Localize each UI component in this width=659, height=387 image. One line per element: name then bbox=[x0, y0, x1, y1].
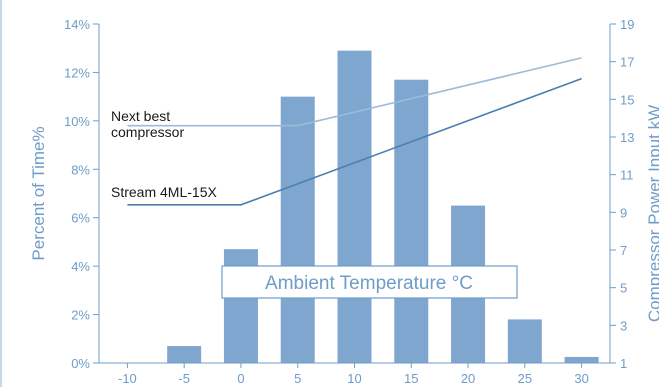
bar bbox=[507, 319, 542, 363]
bar bbox=[280, 96, 315, 364]
x-tick-label: 20 bbox=[461, 371, 475, 386]
x-tick-label: 5 bbox=[294, 371, 301, 386]
y2-tick-label: 5 bbox=[620, 281, 627, 296]
y2-tick-label: 15 bbox=[620, 92, 634, 107]
bar bbox=[394, 79, 429, 363]
bars bbox=[167, 50, 599, 364]
x-tick-label: 30 bbox=[574, 371, 588, 386]
bar bbox=[337, 50, 372, 364]
y-axis-left: 0% 2% 4% 6% 8% 10% 12% 14% bbox=[64, 17, 100, 371]
x-tick-label: 0 bbox=[237, 371, 244, 386]
y-tick-label: 8% bbox=[71, 162, 90, 177]
x-tick-label: 25 bbox=[518, 371, 532, 386]
y-tick-label: 12% bbox=[64, 65, 90, 80]
x-tick-label: 15 bbox=[404, 371, 418, 386]
y-tick-label: 14% bbox=[64, 17, 90, 32]
x-tick-label: 10 bbox=[347, 371, 361, 386]
y2-tick-label: 19 bbox=[620, 17, 634, 32]
y2-tick-label: 13 bbox=[620, 130, 634, 145]
y-tick-label: 2% bbox=[71, 308, 90, 323]
bar bbox=[167, 346, 202, 363]
y2-tick-label: 7 bbox=[620, 243, 627, 258]
x-axis: -10 -5 0 5 10 15 20 25 30 bbox=[99, 362, 610, 386]
line-label: compressor bbox=[111, 124, 184, 140]
y2-tick-label: 9 bbox=[620, 205, 627, 220]
x-tick-label: -10 bbox=[118, 371, 137, 386]
y-tick-label: 4% bbox=[71, 259, 90, 274]
y-axis-label: Percent of Time% bbox=[29, 126, 48, 260]
y2-axis-label: Compressor Power Input kW bbox=[645, 105, 659, 322]
x-tick-label: -5 bbox=[178, 371, 190, 386]
y-tick-label: 0% bbox=[71, 356, 90, 371]
y2-tick-label: 11 bbox=[620, 168, 634, 183]
power-lines bbox=[127, 57, 582, 206]
line-label: Stream 4ML-15X bbox=[111, 184, 217, 200]
line-label: Next best bbox=[111, 108, 170, 124]
y2-tick-label: 1 bbox=[620, 356, 627, 371]
y2-tick-label: 3 bbox=[620, 318, 627, 333]
x-axis-label: Ambient Temperature °C bbox=[265, 273, 473, 294]
series-line bbox=[127, 57, 582, 127]
y-tick-label: 10% bbox=[64, 114, 90, 129]
y-tick-label: 6% bbox=[71, 211, 90, 226]
x-axis-label-box bbox=[221, 265, 518, 299]
bar bbox=[564, 356, 599, 363]
series-line bbox=[127, 77, 582, 206]
y2-tick-label: 17 bbox=[620, 55, 634, 70]
